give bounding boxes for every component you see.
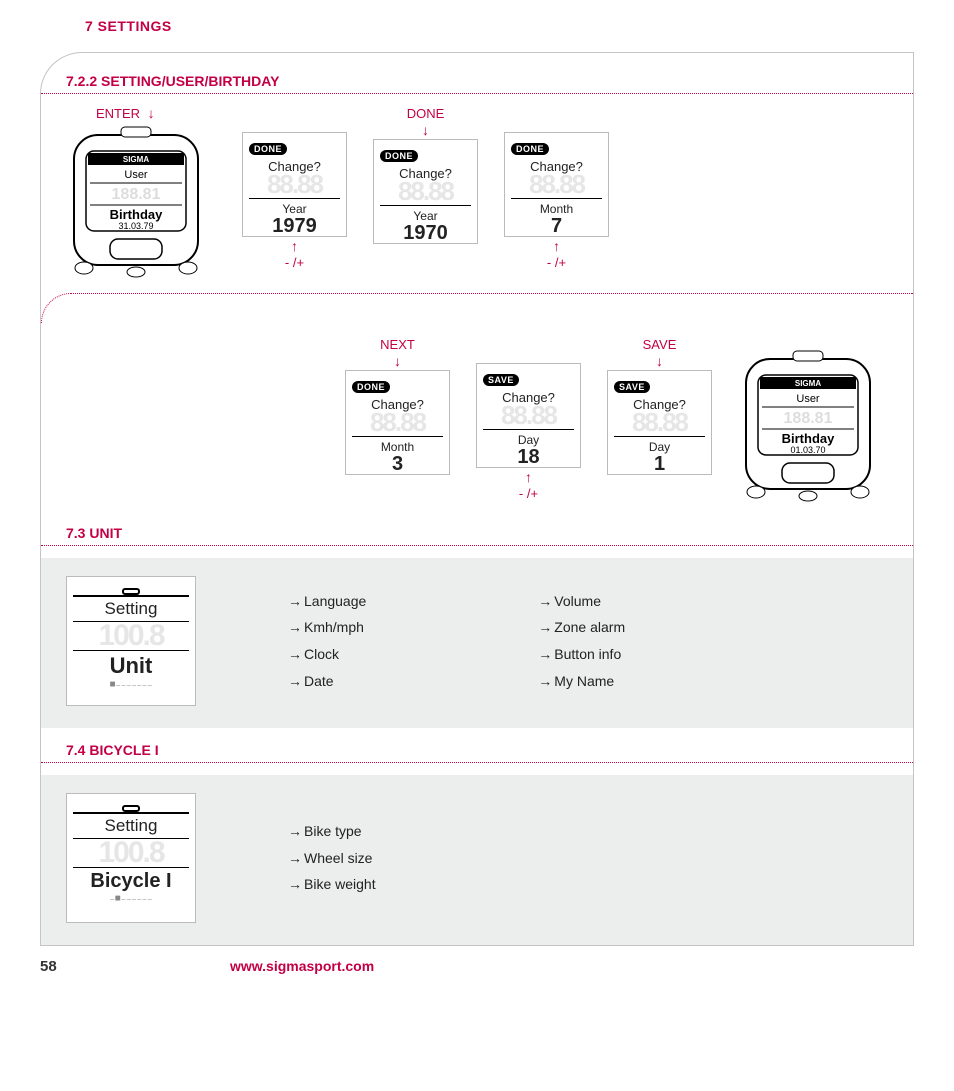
svg-text:User: User <box>124 169 148 181</box>
arrow-right-icon: → <box>288 818 304 845</box>
flow-row-2: NEXT ↓ DONE Change? 88.88 Month 3 SAVE C… <box>41 337 913 507</box>
save-label: SAVE <box>643 337 677 352</box>
svg-text:Birthday: Birthday <box>782 431 836 446</box>
device-end: SIGMA User 188.81 Birthday 01.03.70 <box>738 347 878 507</box>
done-label: DONE <box>407 106 445 121</box>
lcd-month-3: DONE Change? 88.88 Month 3 <box>345 370 450 475</box>
arrow-down-icon: ↓ <box>394 354 401 368</box>
bicycle-list: →Bike type →Wheel size →Bike weight <box>288 818 376 898</box>
arrow-right-icon: → <box>288 588 304 615</box>
page-header: 7 SETTINGS <box>85 18 914 34</box>
svg-text:User: User <box>796 393 820 405</box>
arrow-up-icon: ↑ <box>553 239 560 253</box>
arrow-right-icon: → <box>538 641 554 668</box>
minus-plus-label: - /+ <box>519 486 538 501</box>
device-start: SIGMA User 188.81 Birthday 31.03.79 <box>66 123 206 283</box>
section-722-title: 7.2.2 SETTING/USER/BIRTHDAY <box>41 73 913 89</box>
arrow-right-icon: → <box>288 871 304 898</box>
arrow-right-icon: → <box>288 845 304 872</box>
next-label: NEXT <box>380 337 415 352</box>
svg-text:SIGMA: SIGMA <box>795 379 821 388</box>
section-74-title: 7.4 BICYCLE I <box>41 742 913 758</box>
arrow-down-icon: ↓ <box>144 105 155 121</box>
content-frame: 7.2.2 SETTING/USER/BIRTHDAY ENTER ↓ SIGM… <box>40 52 914 946</box>
arrow-right-icon: → <box>288 668 304 695</box>
screen-unit: Setting 100.8 Unit ■₋₋₋₋₋₋₋ <box>66 576 196 706</box>
footer-url: www.sigmasport.com <box>230 958 374 974</box>
svg-text:188.81: 188.81 <box>112 186 161 203</box>
unit-list-col1: →Language →Kmh/mph →Clock →Date <box>288 588 366 694</box>
lcd-day-1: SAVE Change? 88.88 Day 1 <box>607 370 712 475</box>
lcd-day-18: SAVE Change? 88.88 Day 18 <box>476 363 581 468</box>
arrow-right-icon: → <box>288 614 304 641</box>
lcd-month-7: DONE Change? 88.88 Month 7 <box>504 132 609 237</box>
arrow-down-icon: ↓ <box>422 123 429 137</box>
arrow-right-icon: → <box>538 588 554 615</box>
svg-text:31.03.79: 31.03.79 <box>118 221 153 231</box>
page-number: 58 <box>40 958 230 975</box>
unit-list-col2: →Volume →Zone alarm →Button info →My Nam… <box>538 588 625 694</box>
arrow-up-icon: ↑ <box>291 239 298 253</box>
arrow-right-icon: → <box>288 641 304 668</box>
arrow-right-icon: → <box>538 614 554 641</box>
arrow-right-icon: → <box>538 668 554 695</box>
flow-row-1: ENTER ↓ SIGMA User 188.81 Birthday <box>41 106 913 283</box>
svg-text:SIGMA: SIGMA <box>123 155 149 164</box>
minus-plus-label: - /+ <box>547 255 566 270</box>
lcd-year-1970: DONE Change? 88.88 Year 1970 <box>373 139 478 244</box>
svg-text:Birthday: Birthday <box>110 207 164 222</box>
svg-text:01.03.70: 01.03.70 <box>790 445 825 455</box>
arrow-up-icon: ↑ <box>525 470 532 484</box>
svg-text:188.81: 188.81 <box>784 410 833 427</box>
enter-label: ENTER <box>96 106 140 121</box>
arrow-down-icon: ↓ <box>656 354 663 368</box>
screen-bicycle: Setting 100.8 Bicycle I ₋■₋₋₋₋₋₋ <box>66 793 196 923</box>
lcd-year-1979: DONE Change? 88.88 Year 1979 <box>242 132 347 237</box>
minus-plus-label: - /+ <box>285 255 304 270</box>
section-73-title: 7.3 UNIT <box>41 525 913 541</box>
